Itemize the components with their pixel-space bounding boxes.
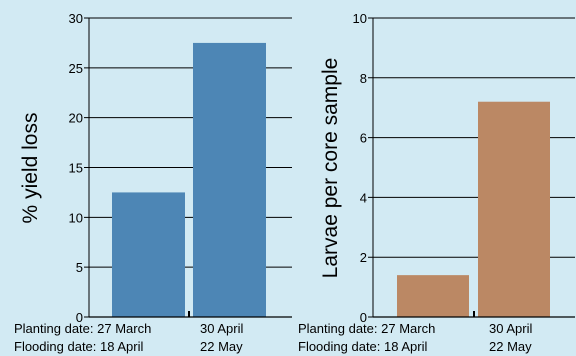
larvae-chart: 0 2 4 6 8 10 Larvae per core sample Planting da…	[298, 11, 575, 354]
y-tick-label: 0	[360, 310, 367, 325]
y-tick-label: 15	[69, 161, 83, 176]
planting-date-caption: Planting date: 27 March	[14, 321, 151, 336]
y-tick-label: 4	[360, 190, 367, 205]
y-tick-label: 20	[69, 111, 83, 126]
y-tick-label: 30	[69, 11, 83, 26]
flooding-date-caption: Flooding date: 18 April	[298, 339, 427, 354]
y-axis-label: Larvae per core sample	[319, 58, 342, 279]
flooding-date-caption: Flooding date: 18 April	[14, 339, 143, 354]
y-tick-label: 0	[76, 310, 83, 325]
flooding-date-caption: 22 May	[489, 339, 532, 354]
y-tick-label: 2	[360, 250, 367, 265]
y-tick-label: 10	[353, 11, 367, 26]
yield-loss-chart: 0 5 10 15 20 25 30 % yield loss Planting date: 2…	[14, 11, 292, 354]
y-tick-label: 10	[69, 210, 83, 225]
y-tick-label: 8	[360, 71, 367, 86]
y-tick-label: 5	[76, 260, 83, 275]
bar	[478, 101, 550, 317]
planting-date-caption: 30 April	[489, 321, 532, 336]
flooding-date-caption: 22 May	[200, 339, 243, 354]
bar	[112, 192, 185, 317]
y-tick-label: 6	[360, 131, 367, 146]
planting-date-caption: 30 April	[200, 321, 243, 336]
y-axis-label: % yield loss	[19, 113, 42, 224]
bar	[397, 275, 469, 317]
planting-date-caption: Planting date: 27 March	[298, 321, 435, 336]
y-tick-label: 25	[69, 61, 83, 76]
bar	[193, 42, 266, 318]
